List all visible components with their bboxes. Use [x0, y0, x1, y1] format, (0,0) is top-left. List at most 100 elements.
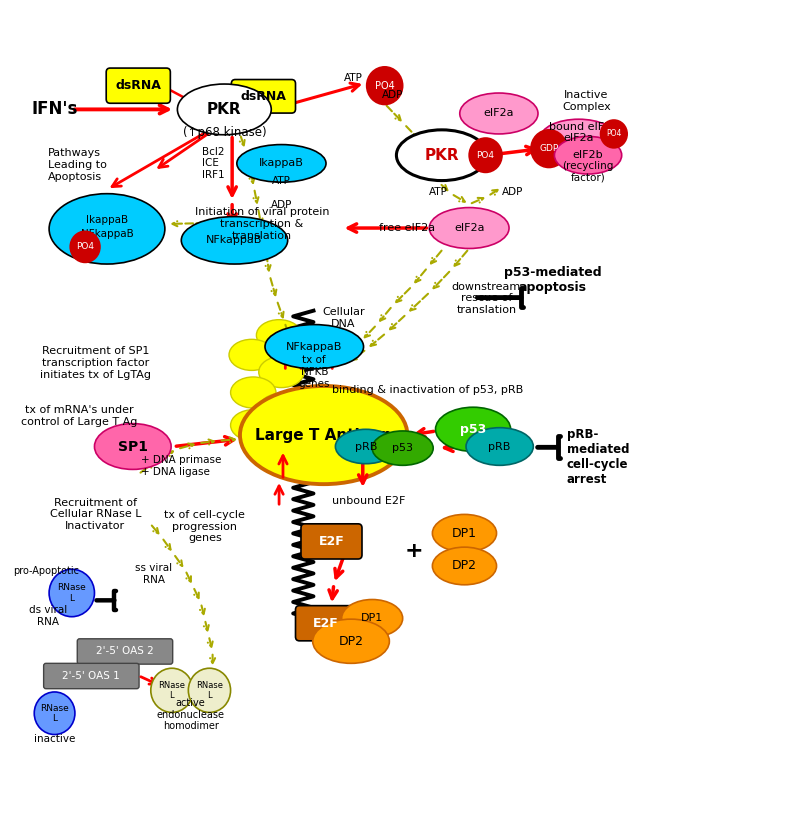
Text: pRB: pRB	[355, 442, 377, 452]
Text: GDP: GDP	[539, 144, 559, 154]
Text: PKR: PKR	[207, 102, 242, 117]
Text: Large T Antigen: Large T Antigen	[255, 428, 392, 443]
Ellipse shape	[312, 619, 389, 663]
Ellipse shape	[429, 208, 509, 249]
Text: IkappaB: IkappaB	[86, 215, 128, 225]
Ellipse shape	[231, 377, 276, 408]
Text: ATP: ATP	[429, 187, 447, 197]
Text: inactive: inactive	[34, 735, 75, 745]
Text: DP2: DP2	[452, 559, 477, 572]
Text: PKR: PKR	[425, 148, 459, 163]
Ellipse shape	[259, 393, 304, 424]
Text: Cellular
DNA: Cellular DNA	[322, 307, 364, 329]
Ellipse shape	[540, 119, 617, 157]
Ellipse shape	[257, 319, 301, 351]
Text: eIF2a: eIF2a	[484, 108, 514, 118]
Ellipse shape	[396, 130, 487, 181]
Text: Pathways
Leading to
Apoptosis: Pathways Leading to Apoptosis	[49, 149, 108, 181]
Circle shape	[49, 569, 94, 617]
Text: 2'-5' OAS 1: 2'-5' OAS 1	[63, 671, 120, 681]
Text: tx of cell-cycle
progression
genes: tx of cell-cycle progression genes	[164, 510, 245, 544]
Text: free eIF2a: free eIF2a	[379, 223, 436, 233]
Text: NFkappaB: NFkappaB	[206, 236, 263, 245]
FancyBboxPatch shape	[295, 606, 356, 641]
Text: Initiation of viral protein
transcription &
translation: Initiation of viral protein transcriptio…	[195, 208, 329, 241]
FancyBboxPatch shape	[106, 68, 170, 103]
Text: active
endonuclease
homodimer: active endonuclease homodimer	[157, 699, 225, 732]
Text: ADP: ADP	[271, 200, 292, 209]
Text: p53-mediated
apoptosis: p53-mediated apoptosis	[504, 265, 601, 294]
Text: pro-Apoptotic: pro-Apoptotic	[13, 566, 79, 576]
Text: Recruitment of SP1
transcription factor
initiates tx of LgTAg: Recruitment of SP1 transcription factor …	[40, 346, 151, 379]
Circle shape	[469, 138, 502, 172]
Text: DP1: DP1	[452, 527, 477, 539]
Text: dsRNA: dsRNA	[240, 89, 287, 103]
Text: Inactive
Complex: Inactive Complex	[562, 90, 611, 112]
FancyBboxPatch shape	[44, 663, 139, 689]
Text: binding & inactivation of p53, pRB: binding & inactivation of p53, pRB	[332, 385, 524, 395]
Text: PO4: PO4	[476, 151, 495, 160]
Text: tx of mRNA's under
control of Large T Ag: tx of mRNA's under control of Large T Ag	[21, 406, 138, 427]
Ellipse shape	[229, 339, 275, 370]
Circle shape	[35, 692, 75, 735]
Text: DP2: DP2	[338, 635, 363, 648]
Text: +: +	[404, 541, 423, 562]
Text: ds viral
RNA: ds viral RNA	[29, 605, 68, 626]
Ellipse shape	[436, 407, 510, 452]
Text: ADP: ADP	[382, 90, 403, 100]
Text: + DNA primase
+ DNA ligase: + DNA primase + DNA ligase	[141, 456, 221, 477]
Text: SP1: SP1	[118, 439, 148, 453]
Ellipse shape	[433, 515, 497, 552]
Ellipse shape	[240, 386, 407, 484]
Text: PO4: PO4	[374, 80, 395, 90]
Text: pRB: pRB	[488, 442, 511, 452]
FancyBboxPatch shape	[232, 80, 295, 113]
Text: RNase
L: RNase L	[196, 681, 223, 700]
Text: unbound E2F: unbound E2F	[332, 496, 406, 506]
Text: ADP: ADP	[502, 187, 523, 197]
Text: ss viral
RNA: ss viral RNA	[135, 563, 173, 585]
Circle shape	[151, 668, 193, 713]
Ellipse shape	[341, 599, 403, 637]
Text: E2F: E2F	[319, 535, 345, 548]
Text: bound eIF2a: bound eIF2a	[549, 122, 618, 131]
Text: eIF2a: eIF2a	[454, 223, 484, 233]
Text: NFkappaB: NFkappaB	[81, 229, 133, 239]
Circle shape	[531, 130, 567, 167]
Text: RNase
L: RNase L	[159, 681, 185, 700]
Text: RNase
L: RNase L	[57, 583, 86, 603]
Ellipse shape	[177, 84, 272, 135]
Ellipse shape	[231, 410, 276, 441]
Text: eIF2b: eIF2b	[573, 150, 604, 160]
Ellipse shape	[265, 324, 363, 369]
Text: RNase
L: RNase L	[40, 704, 69, 723]
Text: pRB-
mediated
cell-cycle
arrest: pRB- mediated cell-cycle arrest	[567, 428, 630, 486]
Text: Recruitment of
Cellular RNase L
Inactivator: Recruitment of Cellular RNase L Inactiva…	[49, 498, 141, 531]
Text: (recycling
factor): (recycling factor)	[562, 161, 614, 182]
Text: dsRNA: dsRNA	[115, 79, 161, 92]
Text: ATP: ATP	[344, 73, 363, 83]
Ellipse shape	[237, 144, 326, 182]
Text: (↑p68 kinase): (↑p68 kinase)	[182, 126, 266, 139]
Text: PO4: PO4	[76, 242, 94, 251]
Circle shape	[367, 67, 403, 104]
Text: NFkappaB: NFkappaB	[286, 342, 342, 351]
Text: DP1: DP1	[361, 613, 383, 623]
Ellipse shape	[335, 429, 396, 464]
Text: ATP: ATP	[272, 176, 291, 186]
Ellipse shape	[433, 547, 497, 585]
Text: Bcl2
ICE
IRF1: Bcl2 ICE IRF1	[203, 147, 225, 180]
Ellipse shape	[49, 194, 165, 264]
Text: IFN's: IFN's	[31, 100, 78, 118]
FancyBboxPatch shape	[301, 524, 362, 559]
Text: p53: p53	[460, 423, 486, 436]
Ellipse shape	[259, 356, 304, 388]
Circle shape	[188, 668, 231, 713]
Circle shape	[70, 232, 100, 263]
Text: PO4: PO4	[606, 130, 622, 139]
Ellipse shape	[460, 93, 538, 134]
Ellipse shape	[554, 136, 622, 174]
Text: 2'-5' OAS 2: 2'-5' OAS 2	[96, 646, 154, 656]
Text: tx of
NFKB
genes: tx of NFKB genes	[298, 355, 330, 388]
Ellipse shape	[372, 431, 433, 466]
